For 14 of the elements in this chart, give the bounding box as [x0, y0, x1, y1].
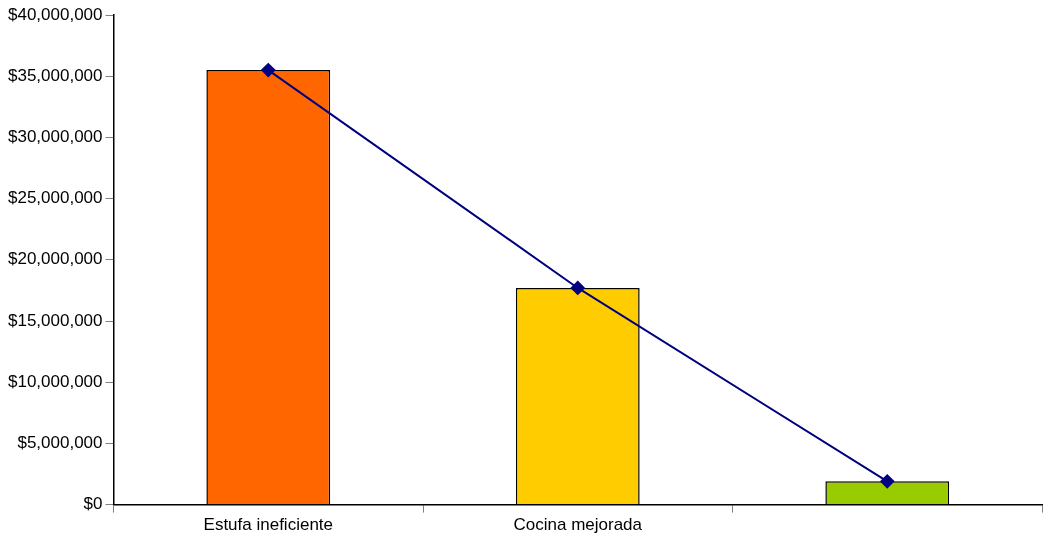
y-tick-label: $20,000,000: [7, 249, 103, 269]
x-tick-label: Estufa ineficiente: [203, 515, 334, 535]
x-tick-label: Cocina mejorada: [513, 515, 643, 535]
y-tick-label: $10,000,000: [7, 371, 103, 391]
y-tick-label: $5,000,000: [17, 433, 103, 453]
y-tick-label: $35,000,000: [7, 65, 103, 85]
y-tick-label: $15,000,000: [7, 310, 103, 330]
y-tick-label: $25,000,000: [7, 188, 103, 208]
point: [261, 63, 276, 78]
y-tick-label: $40,000,000: [7, 4, 103, 24]
point: [570, 280, 585, 295]
y-tick-label: $0: [83, 494, 103, 514]
y-tick-label: $30,000,000: [7, 127, 103, 147]
point: [880, 474, 895, 489]
